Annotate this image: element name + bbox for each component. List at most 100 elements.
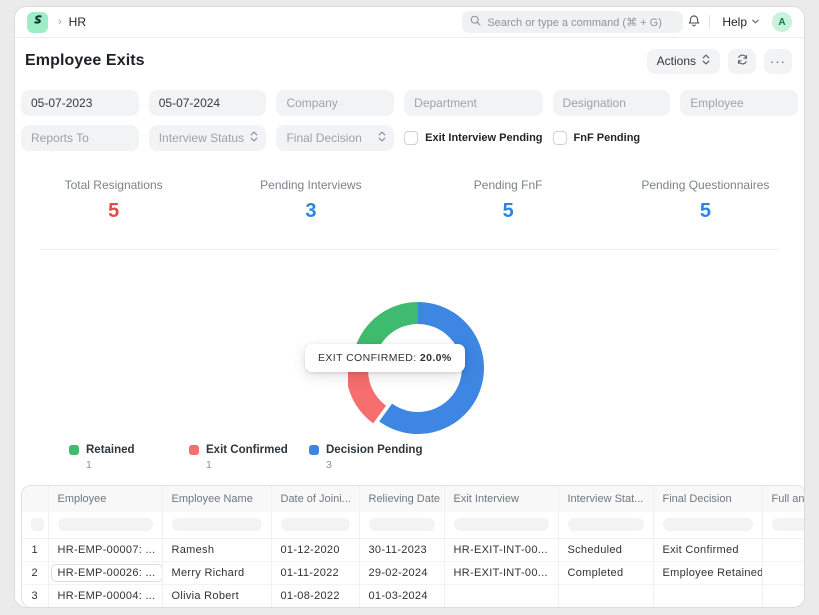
from-date-field[interactable]: [21, 90, 139, 116]
table-row[interactable]: 2 HR-EMP-00026: ... Merry Richard 01-11-…: [22, 561, 804, 585]
chevron-updown-icon: [250, 131, 258, 145]
fnf-pending-checkbox[interactable]: [552, 131, 567, 145]
column-filter-input[interactable]: [453, 518, 549, 532]
cell-employee[interactable]: HR-EMP-00004: ...: [47, 584, 162, 607]
donut-slice-decision-pending[interactable]: [379, 302, 484, 434]
col-relieving-date[interactable]: Relieving Date: [358, 486, 444, 512]
cell-final-decision[interactable]: [652, 584, 762, 607]
designation-field[interactable]: [552, 90, 671, 116]
cell-employee-name[interactable]: Merry Richard: [161, 561, 271, 585]
row-index: 2: [22, 561, 48, 585]
donut-slice-retained[interactable]: [355, 302, 418, 355]
number-card-pending-fnf[interactable]: Pending FnF 5: [410, 178, 607, 236]
legend-item-exit-confirmed[interactable]: Exit Confirmed 1: [189, 444, 309, 471]
col-employee-name[interactable]: Employee Name: [161, 486, 271, 512]
cell-employee-name[interactable]: Ramesh: [161, 538, 271, 562]
col-exit-interview[interactable]: Exit Interview: [443, 486, 558, 512]
cards-chart-divider: [41, 249, 778, 250]
filter-bar: Interview Status Final Decision Exit Int…: [21, 90, 798, 151]
breadcrumb[interactable]: HR: [68, 15, 87, 29]
chevron-updown-icon: [702, 54, 710, 68]
col-date-of-joining[interactable]: Date of Joini...: [270, 486, 359, 512]
final-decision-select[interactable]: Final Decision: [276, 125, 395, 151]
card-label: Pending FnF: [473, 178, 543, 192]
col-employee[interactable]: Employee: [47, 486, 162, 512]
employee-exits-table: Employee Employee Name Date of Joini... …: [21, 485, 804, 607]
number-card-total-resignations[interactable]: Total Resignations 5: [15, 178, 212, 236]
fnf-pending-filter: FnF Pending: [552, 125, 671, 151]
exit-interview-pending-checkbox[interactable]: [404, 131, 419, 145]
help-menu[interactable]: Help: [716, 13, 766, 31]
cell-relieving-date[interactable]: 01-03-2024: [358, 584, 444, 607]
legend-item-retained[interactable]: Retained 1: [69, 444, 189, 471]
row-index: 1: [22, 538, 48, 562]
cell-relieving-date[interactable]: 30-11-2023: [358, 538, 444, 562]
notifications-button[interactable]: [683, 10, 705, 35]
navbar-divider: [709, 15, 711, 29]
column-filter-input[interactable]: [57, 518, 153, 532]
card-label: Total Resignations: [64, 178, 163, 192]
column-filter-input[interactable]: [567, 518, 644, 532]
column-filter-input[interactable]: [368, 518, 435, 532]
column-filter-input[interactable]: [662, 518, 753, 532]
cell-employee-name[interactable]: Olivia Robert: [161, 584, 271, 607]
table-row[interactable]: 1 HR-EMP-00007: ... Ramesh 01-12-2020 30…: [22, 538, 804, 562]
cell-interview-status[interactable]: Scheduled: [557, 538, 653, 562]
search-icon: [470, 15, 481, 29]
chart-legend: Retained 1 Exit Confirmed 1 Decision Pen…: [69, 444, 804, 471]
cell-exit-interview[interactable]: HR-EXIT-INT-00...: [443, 538, 558, 562]
legend-label: Retained: [86, 444, 135, 456]
column-filter-input[interactable]: [171, 518, 262, 532]
company-field[interactable]: [276, 90, 395, 116]
search-placeholder: Search or type a command (⌘ + G): [487, 16, 662, 29]
card-label: Pending Interviews: [260, 178, 362, 192]
index-filter[interactable]: [31, 518, 44, 532]
cell-relieving-date[interactable]: 29-02-2024: [358, 561, 444, 585]
help-label: Help: [722, 15, 747, 29]
number-card-pending-questionnaires[interactable]: Pending Questionnaires 5: [607, 178, 804, 236]
cell-employee[interactable]: HR-EMP-00026: ...: [47, 561, 162, 585]
navbar: › HR Search or type a command (⌘ + G) He…: [15, 7, 804, 38]
column-filter-input[interactable]: [280, 518, 350, 532]
legend-label: Decision Pending: [326, 444, 423, 456]
actions-button[interactable]: Actions: [646, 48, 720, 74]
cell-interview-status[interactable]: [557, 584, 653, 607]
reports-to-field[interactable]: [21, 125, 139, 151]
avatar[interactable]: A: [772, 12, 792, 32]
cell-exit-interview[interactable]: HR-EXIT-INT-00...: [443, 561, 558, 585]
cell-full-and-final[interactable]: [761, 538, 804, 562]
exit-status-chart: EXIT CONFIRMED: 20.0%: [15, 250, 804, 440]
refresh-button[interactable]: [728, 48, 756, 74]
col-full-and-final[interactable]: Full an: [761, 486, 804, 512]
card-label: Pending Questionnaires: [641, 178, 770, 192]
legend-item-decision-pending[interactable]: Decision Pending 3: [309, 444, 423, 471]
number-card-pending-interviews[interactable]: Pending Interviews 3: [212, 178, 409, 236]
col-final-decision[interactable]: Final Decision: [652, 486, 762, 512]
cell-final-decision[interactable]: Employee Retained: [652, 561, 762, 585]
cell-date-of-joining[interactable]: 01-11-2022: [270, 561, 359, 585]
table-row[interactable]: 3 HR-EMP-00004: ... Olivia Robert 01-08-…: [22, 584, 804, 607]
fnf-pending-label[interactable]: FnF Pending: [573, 132, 641, 144]
page-header: Employee Exits Actions ···: [15, 38, 804, 84]
cell-employee[interactable]: HR-EMP-00007: ...: [47, 538, 162, 562]
cell-full-and-final[interactable]: [761, 584, 804, 607]
card-value: 5: [699, 200, 711, 222]
app-logo[interactable]: [27, 11, 48, 33]
exit-interview-pending-label[interactable]: Exit Interview Pending: [425, 132, 543, 144]
col-interview-status[interactable]: Interview Stat...: [557, 486, 653, 512]
cell-final-decision[interactable]: Exit Confirmed: [652, 538, 762, 562]
more-menu-button[interactable]: ···: [764, 48, 792, 74]
employee-field[interactable]: [680, 90, 798, 116]
cell-date-of-joining[interactable]: 01-08-2022: [270, 584, 359, 607]
global-search[interactable]: Search or type a command (⌘ + G): [462, 11, 684, 33]
tooltip-value: 20.0%: [419, 352, 452, 364]
cell-date-of-joining[interactable]: 01-12-2020: [270, 538, 359, 562]
cell-full-and-final[interactable]: [761, 561, 804, 585]
cell-interview-status[interactable]: Completed: [557, 561, 653, 585]
column-filter-input[interactable]: [771, 518, 804, 532]
department-field[interactable]: [404, 90, 543, 116]
cell-exit-interview[interactable]: [443, 584, 558, 607]
to-date-field[interactable]: [148, 90, 267, 116]
interview-status-select[interactable]: Interview Status: [148, 125, 267, 151]
hr-logo-icon: [31, 13, 44, 31]
